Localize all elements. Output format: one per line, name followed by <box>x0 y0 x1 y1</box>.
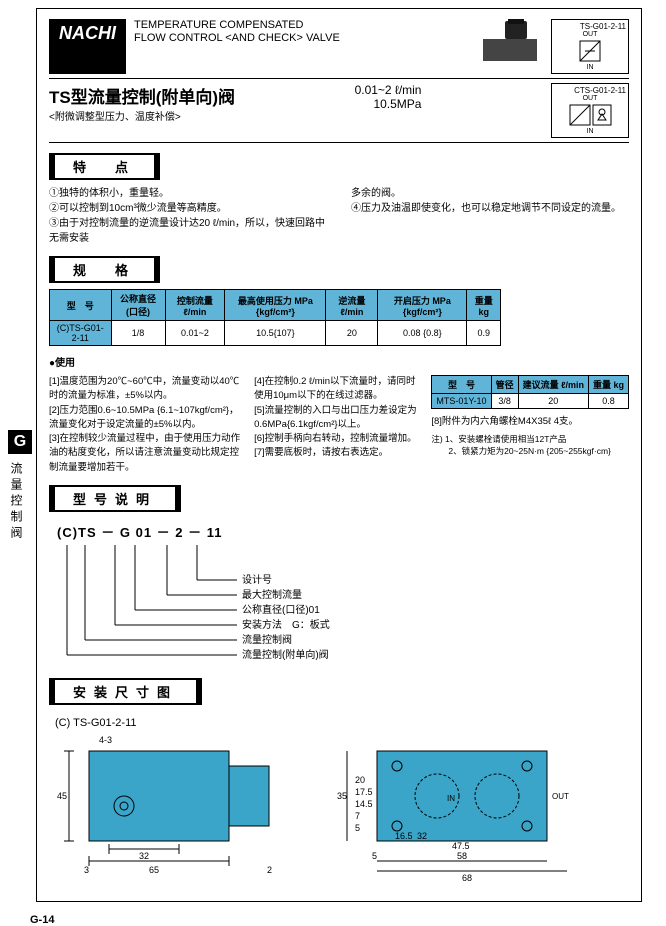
features-left: ①独特的体积小，重量轻。②可以控制到10cm³微少流量等高精度。③由于对控制流量… <box>49 186 327 246</box>
side-tab-g: G <box>8 430 32 454</box>
spec-range: 0.01~2 ℓ/min 10.5MPa <box>355 83 432 138</box>
accessory-note: [8]附件为内六角螺栓M4X35ℓ 4支。 <box>431 413 629 427</box>
ml0: 设计号 <box>242 573 272 586</box>
symbol-box-bottom: CTS-G01-2-11 OUT IN <box>551 83 629 138</box>
features: ①独特的体积小，重量轻。②可以控制到10cm³微少流量等高精度。③由于对控制流量… <box>49 186 629 246</box>
svg-text:45: 45 <box>57 791 67 801</box>
symbol-top-icon <box>575 38 605 64</box>
dimension-drawings: 32 65 45 3 2 4-3 IN OUT 58 47.5 32 16.5 … <box>49 731 629 891</box>
brand-logo: NACHI <box>49 19 126 74</box>
usage-left: [1]温度范围为20℃~60℃中，流量变动以40℃时的流量为标准，±5%以内。[… <box>49 375 244 475</box>
dim-right-svg: IN OUT 58 47.5 32 16.5 5 68 5 7 14.5 17.… <box>317 731 617 891</box>
subheader: TS型流量控制(附单向)阀 <附微调整型压力、温度补偿> 0.01~2 ℓ/mi… <box>49 79 629 143</box>
svg-text:20: 20 <box>355 775 365 785</box>
svg-text:4-3: 4-3 <box>99 735 112 745</box>
header: NACHI TEMPERATURE COMPENSATED FLOW CONTR… <box>49 19 629 79</box>
range-text: 0.01~2 ℓ/min <box>355 83 422 97</box>
svg-text:58: 58 <box>457 851 467 861</box>
symbol-top-model: TS-G01-2-11 <box>554 22 626 31</box>
ml5: 流量控制(附单向)阀 <box>242 648 329 661</box>
ml2: 公称直径(口径)01 <box>242 603 320 616</box>
svg-text:17.5: 17.5 <box>355 787 373 797</box>
section-features: 特 点 <box>49 153 160 180</box>
symbol-bottom-out: OUT <box>554 95 626 102</box>
symbol-top-in: IN <box>554 64 626 71</box>
svg-text:5: 5 <box>372 851 377 861</box>
dim-left-svg: 32 65 45 3 2 4-3 <box>49 731 309 891</box>
header-line1: TEMPERATURE COMPENSATED <box>134 19 304 31</box>
pressure-text: 10.5MPa <box>373 97 421 111</box>
side-tab-label: 流量控制阀 <box>8 454 25 542</box>
svg-text:5: 5 <box>355 823 360 833</box>
model-decode: (C)TS － G 01 － 2 － 11 设计号 最大控制流量 公称直径(口径… <box>57 522 629 668</box>
svg-text:7: 7 <box>355 811 360 821</box>
svg-text:47.5: 47.5 <box>452 841 470 851</box>
model-code: (C)TS － G 01 － 2 － 11 <box>57 522 629 541</box>
valve-photo-icon <box>475 19 545 65</box>
symbol-bottom-icon <box>565 102 615 128</box>
section-spec: 规 格 <box>49 256 160 283</box>
header-line2: FLOW CONTROL <AND CHECK> VALVE <box>134 32 340 44</box>
svg-text:68: 68 <box>462 873 472 883</box>
features-right: 多余的阀。④压力及油温即使变化，也可以稳定地调节不同设定的流量。 <box>351 186 629 246</box>
section-model: 型号说明 <box>49 485 181 512</box>
filter-block: 型 号管径建议流量 ℓ/min重量 kg MTS-01Y-103/8200.8 … <box>431 375 629 457</box>
svg-text:32: 32 <box>139 851 149 861</box>
svg-text:35: 35 <box>337 791 347 801</box>
symbol-bottom-model: CTS-G01-2-11 <box>554 86 626 95</box>
subtitle-cn: <附微调整型压力、温度补偿> <box>49 108 235 123</box>
svg-text:OUT: OUT <box>552 792 569 801</box>
usage-row: [1]温度范围为20℃~60℃中，流量变动以40℃时的流量为标准，±5%以内。[… <box>49 375 629 475</box>
usage-right: [4]在控制0.2 ℓ/min以下流量时，请同时使用10μm以下的在线过滤器。[… <box>254 375 421 461</box>
svg-text:3: 3 <box>84 865 89 875</box>
dim-model: (C) TS-G01-2-11 <box>55 717 629 729</box>
title-cn: TS型流量控制(附单向)阀 <box>49 83 235 108</box>
svg-text:32: 32 <box>417 831 427 841</box>
usage-title: ●使用 <box>49 354 629 369</box>
svg-text:IN: IN <box>447 794 455 803</box>
ml3: 安装方法 G：板式 <box>242 618 330 631</box>
ml4: 流量控制阀 <box>242 633 292 646</box>
symbol-bottom-in: IN <box>554 128 626 135</box>
symbol-top-out: OUT <box>554 31 626 38</box>
install-notes: 注) 1、安装螺栓请使用相当12T产品 2、锁紧力矩为20~25N·m {205… <box>431 433 629 457</box>
section-dim: 安装尺寸图 <box>49 678 202 705</box>
svg-text:65: 65 <box>149 865 159 875</box>
page: NACHI TEMPERATURE COMPENSATED FLOW CONTR… <box>36 8 642 902</box>
model-decode-diagram: 设计号 最大控制流量 公称直径(口径)01 安装方法 G：板式 流量控制阀 流量… <box>57 545 417 665</box>
symbol-box-top: TS-G01-2-11 OUT IN <box>551 19 629 74</box>
filter-table: 型 号管径建议流量 ℓ/min重量 kg MTS-01Y-103/8200.8 <box>431 375 629 409</box>
svg-text:14.5: 14.5 <box>355 799 373 809</box>
page-footer: G-14 <box>0 910 666 926</box>
svg-text:2: 2 <box>267 865 272 875</box>
ml1: 最大控制流量 <box>242 588 302 601</box>
header-title: TEMPERATURE COMPENSATED FLOW CONTROL <AN… <box>134 19 340 74</box>
svg-text:16.5: 16.5 <box>395 831 413 841</box>
spec-table: 型 号公称直径(口径)控制流量 ℓ/min最高使用压力 MPa {kgf/cm²… <box>49 289 501 346</box>
